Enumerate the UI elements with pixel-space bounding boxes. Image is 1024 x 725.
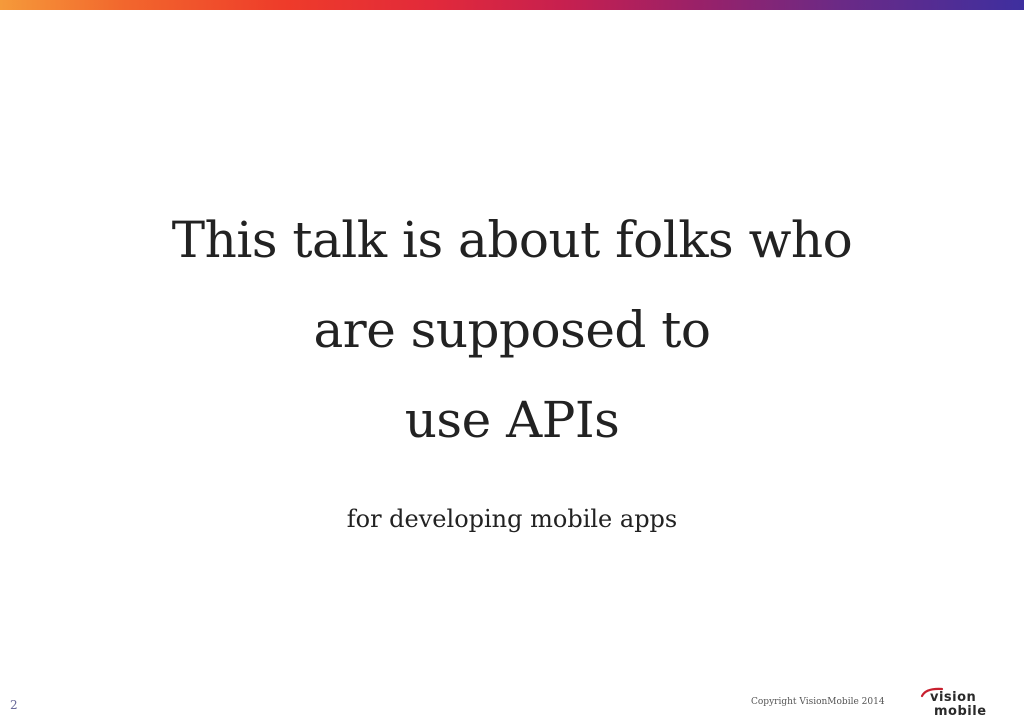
- page-number: 2: [10, 698, 18, 712]
- headline-line-3: use APIs: [404, 391, 620, 449]
- slide-content: This talk is about folks who are suppose…: [0, 195, 1024, 537]
- logo-text-mobile: mobile: [934, 704, 987, 718]
- logo-text-vision: vision: [930, 690, 976, 705]
- headline-line-2: are supposed to: [313, 301, 711, 359]
- visionmobile-logo: vision mobile: [920, 687, 987, 718]
- subtitle: for developing mobile apps: [346, 505, 678, 533]
- copyright-notice: Copyright VisionMobile 2014: [751, 697, 885, 707]
- top-gradient-bar: [0, 0, 1024, 10]
- headline-line-1: This talk is about folks who: [171, 211, 853, 269]
